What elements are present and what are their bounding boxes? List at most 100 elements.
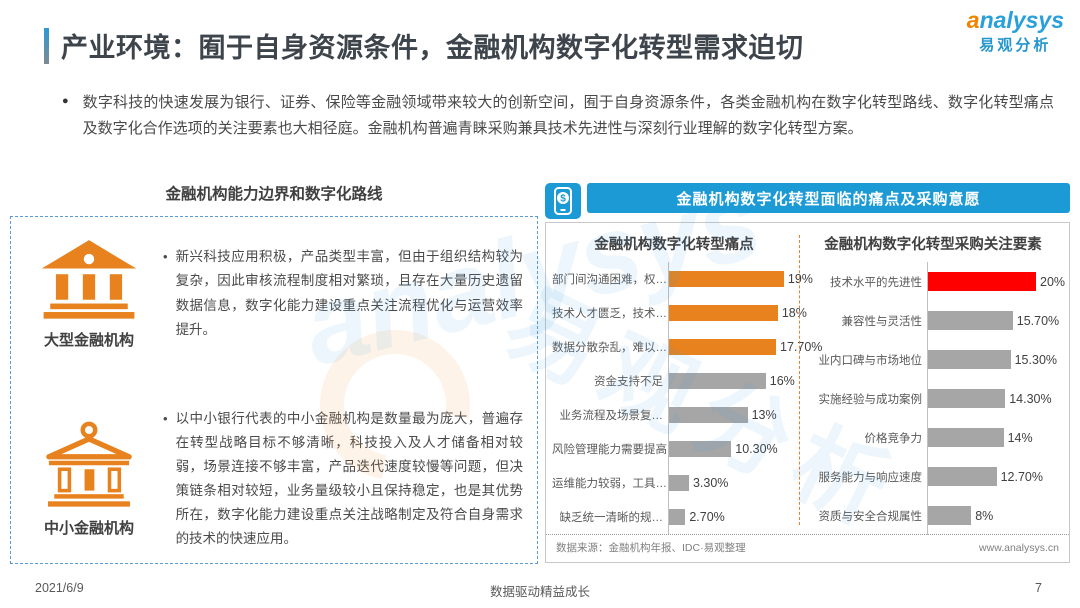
bank-solid-icon <box>37 240 141 323</box>
bar-category-label: 缺乏统一清晰的规… <box>559 512 664 524</box>
right-section-title: 金融机构数字化转型面临的痛点及采购意愿 <box>587 183 1070 213</box>
bar-track: 13% <box>668 398 796 432</box>
bar-track: 18% <box>668 296 807 330</box>
pain-points-chart: 金融机构数字化转型痛点 部门间沟通困难，权… 19% 技术人才匮乏，技术… 18% 数据… <box>552 233 822 535</box>
bar-row: 技术水平的先进性 20% <box>803 262 1066 301</box>
bar-track: 8% <box>927 496 1063 535</box>
bar-chart: 部门间沟通困难，权… 19% 技术人才匮乏，技术… 18% 数据分散杂乱，难以… 17.7… <box>552 262 822 534</box>
bar <box>669 305 778 321</box>
bar-track: 14% <box>927 418 1063 457</box>
bar-row: 业务流程及场景复… 13% <box>552 398 796 432</box>
bar-track: 15.70% <box>927 301 1063 340</box>
bar-row: 资金支持不足 16% <box>552 364 796 398</box>
data-source: 数据来源：金融机构年报、IDC·易观整理 <box>556 542 746 554</box>
intro-paragraph: ● 数字科技的快速发展为银行、证券、保险等金融领域带来较大的创新空间，囿于自身资… <box>62 90 1054 143</box>
bar <box>928 389 1006 408</box>
bar-value-label: 19% <box>787 272 813 286</box>
bar-track: 12.70% <box>927 457 1063 496</box>
bar-row: 部门间沟通困难，权… 19% <box>552 262 813 296</box>
bar-row: 资质与安全合规属性 8% <box>803 496 1063 535</box>
bar-row: 价格竞争力 14% <box>803 418 1063 457</box>
bar-category-label: 业务流程及场景复… <box>559 410 664 422</box>
bar-track: 3.30% <box>668 466 796 500</box>
bar-row: 服务能力与响应速度 12.70% <box>803 457 1063 496</box>
bar <box>928 272 1036 291</box>
left-section-heading: 金融机构能力边界和数字化路线 <box>165 186 383 203</box>
institution-icon-block: 中小金融机构 <box>15 419 163 538</box>
bar-track: 10.30% <box>668 432 796 466</box>
institution-icon-block: 大型金融机构 <box>15 237 163 350</box>
bar-category-label: 兼容性与灵活性 <box>841 315 923 328</box>
bar-category-label: 部门间沟通困难，权… <box>552 274 667 286</box>
bar-row: 运维能力较弱，工具… 3.30% <box>552 466 796 500</box>
bar-value-label: 20% <box>1040 274 1066 289</box>
analysys-logo: analysys 易观分析 <box>966 7 1064 55</box>
logo-brand-text: analysys <box>966 7 1064 33</box>
bar-row: 实施经验与成功案例 14.30% <box>803 379 1063 418</box>
bar-row: 技术人才匮乏，技术… 18% <box>552 296 807 330</box>
bar-category-label: 实施经验与成功案例 <box>818 393 923 406</box>
bar <box>669 509 686 525</box>
institution-label: 大型金融机构 <box>43 332 134 349</box>
bar-row: 风险管理能力需要提高 10.30% <box>552 432 796 466</box>
bar <box>669 373 766 389</box>
charts-panel: 金融机构数字化转型痛点 部门间沟通困难，权… 19% 技术人才匮乏，技术… 18% 数据… <box>545 222 1070 563</box>
bar-category-label: 价格竞争力 <box>864 432 923 445</box>
bar-track: 14.30% <box>927 379 1063 418</box>
footer-slogan: 数据驱动精益成长 <box>489 585 590 599</box>
institution-text: 以中小银行代表的中小金融机构是数量最为庞大，普遍存在转型战略目标不够清晰，科技投… <box>175 410 523 546</box>
chart-title: 金融机构数字化转型痛点 <box>594 237 754 253</box>
mobile-payment-icon: $ <box>545 183 581 219</box>
institution-description: • 新兴科技应用积极，产品类型丰富，但由于组织结构较为复杂，因此审核流程制度相对… <box>163 245 527 341</box>
bar-category-label: 技术人才匮乏，技术… <box>552 308 667 320</box>
bar-value-label: 12.70% <box>1000 469 1043 484</box>
bar <box>928 350 1011 369</box>
chart-divider <box>799 235 800 525</box>
chart-title: 金融机构数字化转型采购关注要素 <box>824 237 1042 253</box>
bar-category-label: 服务能力与响应速度 <box>818 471 923 484</box>
bar-value-label: 13% <box>751 408 777 422</box>
bar-value-label: 2.70% <box>689 510 725 524</box>
bar <box>669 407 748 423</box>
bar-category-label: 业内口碑与市场地位 <box>818 354 923 367</box>
header: 产业环境：囿于自身资源条件，金融机构数字化转型需求迫切 <box>44 26 804 65</box>
bullet-icon: ● <box>62 95 69 107</box>
bar-row: 业内口碑与市场地位 15.30% <box>803 340 1063 379</box>
bar <box>669 475 689 491</box>
bar-value-label: 16% <box>769 374 795 388</box>
title-accent-bar <box>44 27 49 64</box>
institution-text: 新兴科技应用积极，产品类型丰富，但由于组织结构较为复杂，因此审核流程制度相对繁琐… <box>175 249 523 337</box>
bar <box>928 311 1013 330</box>
bar <box>669 441 732 457</box>
bar-category-label: 风险管理能力需要提高 <box>552 444 667 456</box>
bullet-icon: • <box>163 410 168 426</box>
website: www.analysys.cn <box>979 541 1059 554</box>
bar <box>928 467 997 486</box>
right-section-banner: $ 金融机构数字化转型面临的痛点及采购意愿 <box>545 183 1070 219</box>
institution-description: • 以中小银行代表的中小金融机构是数量最为庞大，普遍存在转型战略目标不够清晰，科… <box>163 407 527 551</box>
logo-brand-cn: 易观分析 <box>979 37 1052 55</box>
footer-date: 2021/6/9 <box>35 581 84 595</box>
bar <box>669 339 777 355</box>
page-title: 产业环境：囿于自身资源条件，金融机构数字化转型需求迫切 <box>61 33 804 63</box>
bar-category-label: 运维能力较弱，工具… <box>552 478 667 490</box>
bar-value-label: 10.30% <box>735 442 778 456</box>
bar-value-label: 14% <box>1007 430 1033 445</box>
bar-value-label: 14.30% <box>1009 391 1052 406</box>
page-number: 7 <box>1035 581 1042 595</box>
bank-outline-icon <box>40 422 138 511</box>
bar-category-label: 资质与安全合规属性 <box>818 510 923 523</box>
bar-value-label: 8% <box>975 508 994 523</box>
institution-label: 中小金融机构 <box>43 520 134 538</box>
bar <box>928 506 972 525</box>
bar-row: 缺乏统一清晰的规… 2.70% <box>552 500 796 534</box>
left-panel: 大型金融机构 • 新兴科技应用积极，产品类型丰富，但由于组织结构较为复杂，因此审… <box>10 216 538 564</box>
institution-row-large: 大型金融机构 • 新兴科技应用积极，产品类型丰富，但由于组织结构较为复杂，因此审… <box>15 237 527 350</box>
bar-value-label: 15.70% <box>1016 313 1060 328</box>
bar <box>928 428 1004 447</box>
svg-text:$: $ <box>560 194 566 205</box>
bar <box>669 271 784 287</box>
bar-track: 15.30% <box>927 340 1063 379</box>
bar-value-label: 3.30% <box>692 476 729 490</box>
institution-row-small: 中小金融机构 • 以中小银行代表的中小金融机构是数量最为庞大，普遍存在转型战略目… <box>15 407 527 551</box>
